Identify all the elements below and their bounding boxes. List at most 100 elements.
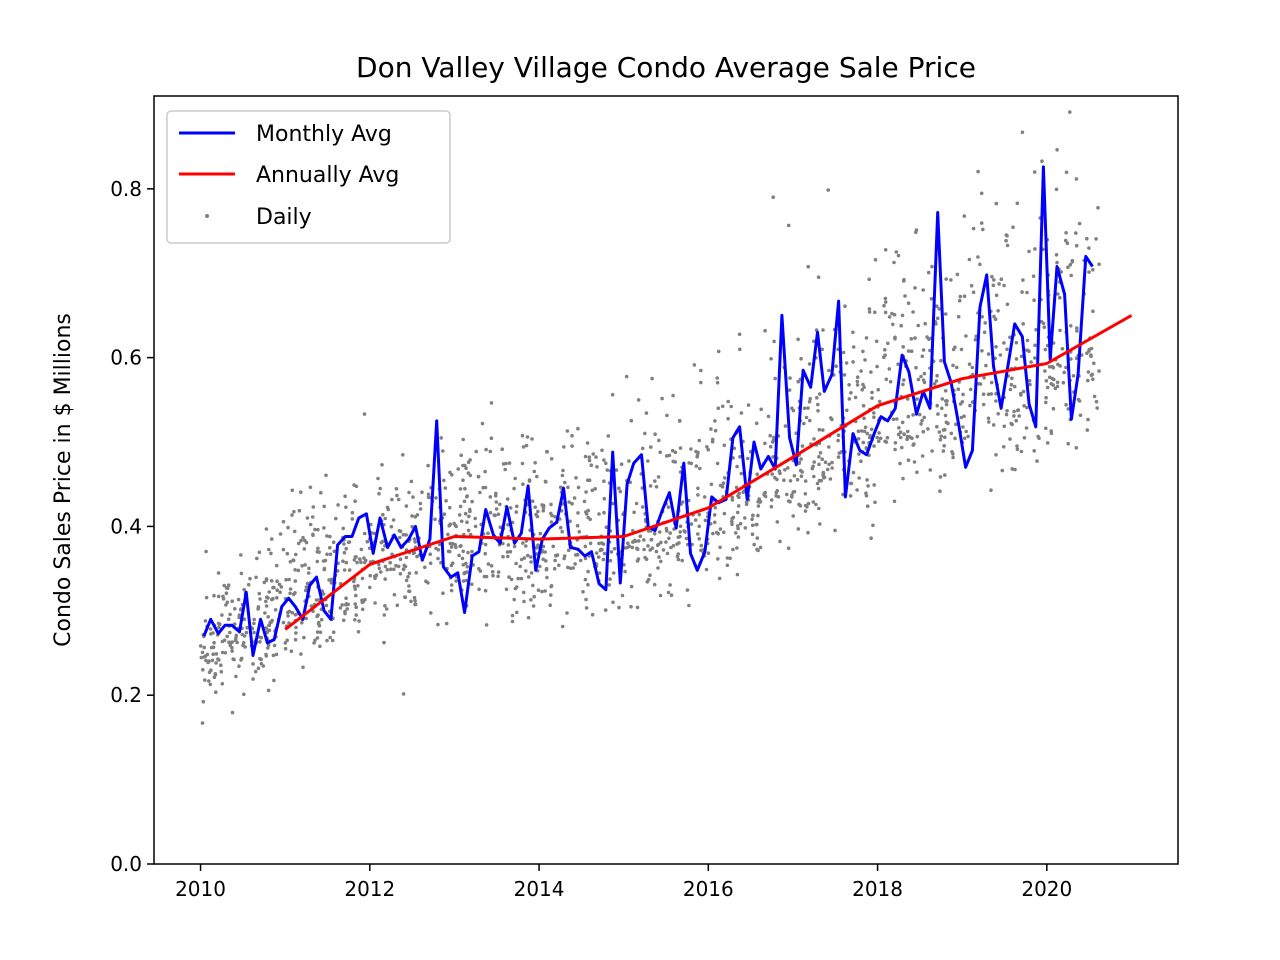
daily-point [602,496,607,501]
daily-point [441,591,445,595]
daily-point [1087,270,1091,274]
daily-point [1008,437,1012,441]
daily-point [911,413,915,417]
daily-point [660,396,664,401]
daily-point [588,517,592,522]
daily-point [325,534,329,538]
daily-point [725,563,730,568]
daily-point [587,455,592,460]
daily-point [750,523,755,528]
daily-point [350,510,355,515]
daily-point [315,559,320,564]
daily-point [769,357,773,361]
daily-point [937,430,942,434]
daily-point [516,576,520,581]
daily-point [301,665,305,670]
daily-point [807,399,812,404]
daily-point [464,466,468,471]
daily-point [769,504,774,509]
daily-point [1055,380,1060,385]
daily-point [921,348,926,352]
daily-point [1064,231,1068,235]
daily-point [228,612,232,617]
daily-point [1032,170,1037,174]
daily-point [1085,351,1089,356]
daily-point [873,258,878,262]
daily-point [827,368,831,373]
daily-point [634,501,639,506]
daily-point [818,451,823,455]
daily-point [1032,449,1036,453]
daily-point [514,561,518,566]
daily-point [527,478,532,482]
daily-point [535,514,540,519]
daily-point [252,621,256,626]
daily-point [376,476,380,481]
daily-point [1004,238,1008,243]
daily-point [209,632,213,636]
daily-point [595,465,599,469]
daily-point [246,582,251,587]
daily-point [292,509,296,514]
daily-point [631,540,635,544]
daily-point [863,358,867,362]
daily-point [205,652,210,657]
daily-point [210,658,215,663]
daily-point [649,538,654,542]
daily-point [920,418,924,423]
daily-point [706,551,711,555]
daily-point [436,622,440,627]
daily-point [1086,417,1090,422]
daily-point [635,605,640,610]
daily-point [267,623,271,627]
daily-point [659,540,663,545]
daily-point [750,517,754,521]
daily-point [812,339,816,344]
daily-point [378,486,383,491]
daily-point [208,682,213,687]
daily-point [630,545,635,550]
daily-point [678,530,682,534]
daily-point [623,569,627,574]
daily-point [811,500,816,504]
daily-point [738,455,742,459]
daily-point [245,625,249,630]
daily-point [543,550,547,554]
daily-point [560,529,564,534]
daily-point [524,443,529,448]
daily-point [493,513,497,518]
y-tick-label: 0.4 [110,514,142,538]
daily-point [234,633,239,638]
daily-point [512,486,516,491]
daily-point [1062,370,1066,375]
daily-point [1090,372,1095,377]
daily-point [343,611,347,616]
daily-point [413,598,417,603]
daily-point [321,559,326,563]
daily-point [463,463,467,468]
daily-point [423,565,427,570]
daily-point [287,577,291,582]
daily-point [741,490,745,495]
daily-point [1077,221,1082,226]
daily-point [774,494,778,498]
daily-point [735,524,740,528]
daily-point [383,577,388,581]
daily-point [288,560,293,564]
daily-point [404,504,409,508]
daily-point [812,437,816,441]
daily-point [677,418,682,423]
daily-point [890,311,894,316]
daily-point [415,554,419,559]
daily-point [1025,405,1029,410]
daily-point [278,532,283,536]
daily-point [768,433,772,438]
daily-point [830,460,834,465]
daily-point [576,426,580,431]
daily-point [496,512,501,517]
daily-point [570,433,574,438]
daily-point [803,509,808,513]
daily-point [494,507,499,511]
daily-point [689,461,694,466]
daily-point [770,440,775,444]
